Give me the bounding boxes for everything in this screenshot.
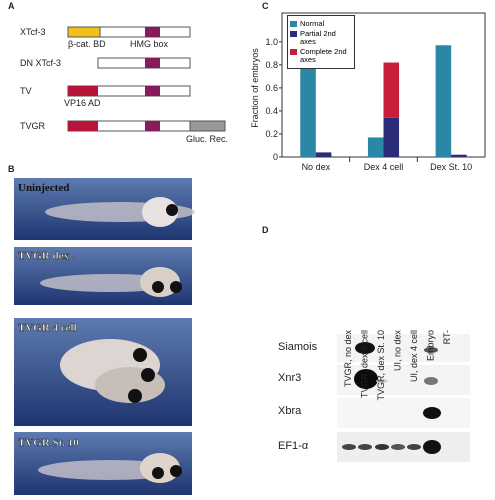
legend-swatch: [290, 21, 297, 27]
photo: TVGR 4 cell: [14, 318, 192, 426]
y-tick-label: 0.6: [265, 83, 278, 93]
gene-label: Xnr3: [278, 372, 301, 384]
construct-name: TV: [20, 86, 32, 96]
band: [376, 379, 388, 383]
legend-swatch: [290, 49, 297, 55]
embryo-eye: [141, 368, 155, 382]
bar: [383, 62, 400, 118]
lane-label: TVGR, no dex: [343, 330, 353, 388]
construct: TVGR Gluc. Rec.: [20, 120, 228, 144]
chart: 0 0.2 0.4 0.6 0.8 1.0 No dex Dex 4 cell Dex St. …: [265, 37, 472, 172]
domain: [145, 121, 160, 131]
panel-label: D: [262, 225, 269, 235]
legend-item: Normal: [290, 20, 352, 28]
gel: TVGR, no dex TVGR, dex 4 cell TVGR, dex St…: [278, 330, 470, 462]
domain-bar: [97, 57, 191, 69]
embryo-eye: [152, 281, 164, 293]
domain-label: β-cat. BD: [68, 39, 106, 49]
band: [375, 444, 389, 450]
construct: DN XTcf-3: [20, 57, 191, 69]
construct: XTcf-3 β-cat. BD HMG box: [20, 26, 191, 49]
legend-swatch: [290, 31, 297, 37]
photo-label: Uninjected: [18, 182, 69, 194]
legend-label: Complete 2nd axes: [300, 47, 347, 64]
bar: [451, 154, 467, 157]
gene-label: Xbra: [278, 405, 302, 417]
x-tick-label: Dex St. 10: [430, 162, 472, 172]
domain: [145, 58, 160, 68]
photo: Uninjected: [14, 178, 195, 240]
domain-label: VP16 AD: [64, 98, 101, 108]
panel-label: C: [262, 1, 269, 11]
legend-item: Complete 2nd axes: [290, 48, 352, 64]
band: [358, 444, 372, 450]
y-tick-label: 0.4: [265, 106, 278, 116]
bar: [383, 117, 400, 157]
lane-label: UI, no dex: [393, 330, 403, 372]
domain: [68, 121, 98, 131]
embryo: [142, 197, 178, 227]
band: [423, 407, 441, 419]
domain-label: HMG box: [130, 39, 169, 49]
x-tick-label: No dex: [302, 162, 331, 172]
lane-label: TVGR, dex 4 cell: [360, 330, 370, 398]
domain: [67, 26, 101, 38]
construct-name: XTcf-3: [20, 27, 46, 37]
embryo-eye: [166, 204, 178, 216]
bar: [315, 152, 332, 157]
photo: TVGR St. 10: [14, 432, 192, 495]
band: [424, 347, 438, 353]
embryo-eye: [128, 389, 142, 403]
domain: [145, 86, 160, 96]
lane-label: Embryo: [426, 330, 436, 361]
x-tick-label: Dex 4 cell: [364, 162, 404, 172]
domain: [68, 86, 98, 96]
legend-item: Partial 2nd axes: [290, 30, 352, 46]
domain: [189, 120, 226, 132]
construct-name: TVGR: [20, 121, 46, 131]
bar: [435, 45, 452, 158]
gene-label: Siamois: [278, 341, 318, 353]
construct-name: DN XTcf-3: [20, 58, 61, 68]
embryo-eye: [170, 281, 182, 293]
photo-label: TVGR St. 10: [18, 437, 79, 449]
embryo-eye: [133, 348, 147, 362]
band: [407, 444, 421, 450]
band: [355, 342, 375, 354]
embryo-eye: [152, 467, 164, 479]
lane-label: TVGR, dex St. 10: [376, 330, 386, 401]
lane-label: UI, dex 4 cell: [409, 330, 419, 382]
y-tick-label: 0.8: [265, 60, 278, 70]
domain-label: Gluc. Rec.: [186, 134, 228, 144]
y-tick-label: 0.2: [265, 129, 278, 139]
photo: TVGR dex -: [14, 247, 192, 305]
band: [424, 377, 438, 385]
legend-label: Partial 2nd axes: [300, 29, 336, 46]
bar: [367, 137, 384, 157]
panel-label: B: [8, 164, 15, 174]
y-tick-label: 0: [273, 152, 278, 162]
photo-label: TVGR dex -: [18, 250, 76, 262]
y-axis-label: Fraction of embryos: [250, 48, 260, 128]
band: [391, 444, 405, 450]
photo-label: TVGR 4 cell: [18, 322, 77, 334]
y-tick-label: 1.0: [265, 37, 278, 47]
panel-label: A: [8, 1, 15, 11]
band: [342, 444, 356, 450]
band: [354, 369, 378, 389]
domain: [145, 27, 160, 37]
bar: [300, 46, 316, 157]
legend: Normal Partial 2nd axes Complete 2nd axes: [287, 15, 355, 69]
gene-label: EF1-α: [278, 440, 309, 452]
construct: TV VP16 AD: [20, 85, 191, 108]
lane-label: RT-: [442, 330, 452, 344]
embryo-eye: [170, 465, 182, 477]
legend-label: Normal: [300, 19, 325, 28]
gel-strip: [337, 398, 470, 428]
band: [423, 440, 441, 454]
